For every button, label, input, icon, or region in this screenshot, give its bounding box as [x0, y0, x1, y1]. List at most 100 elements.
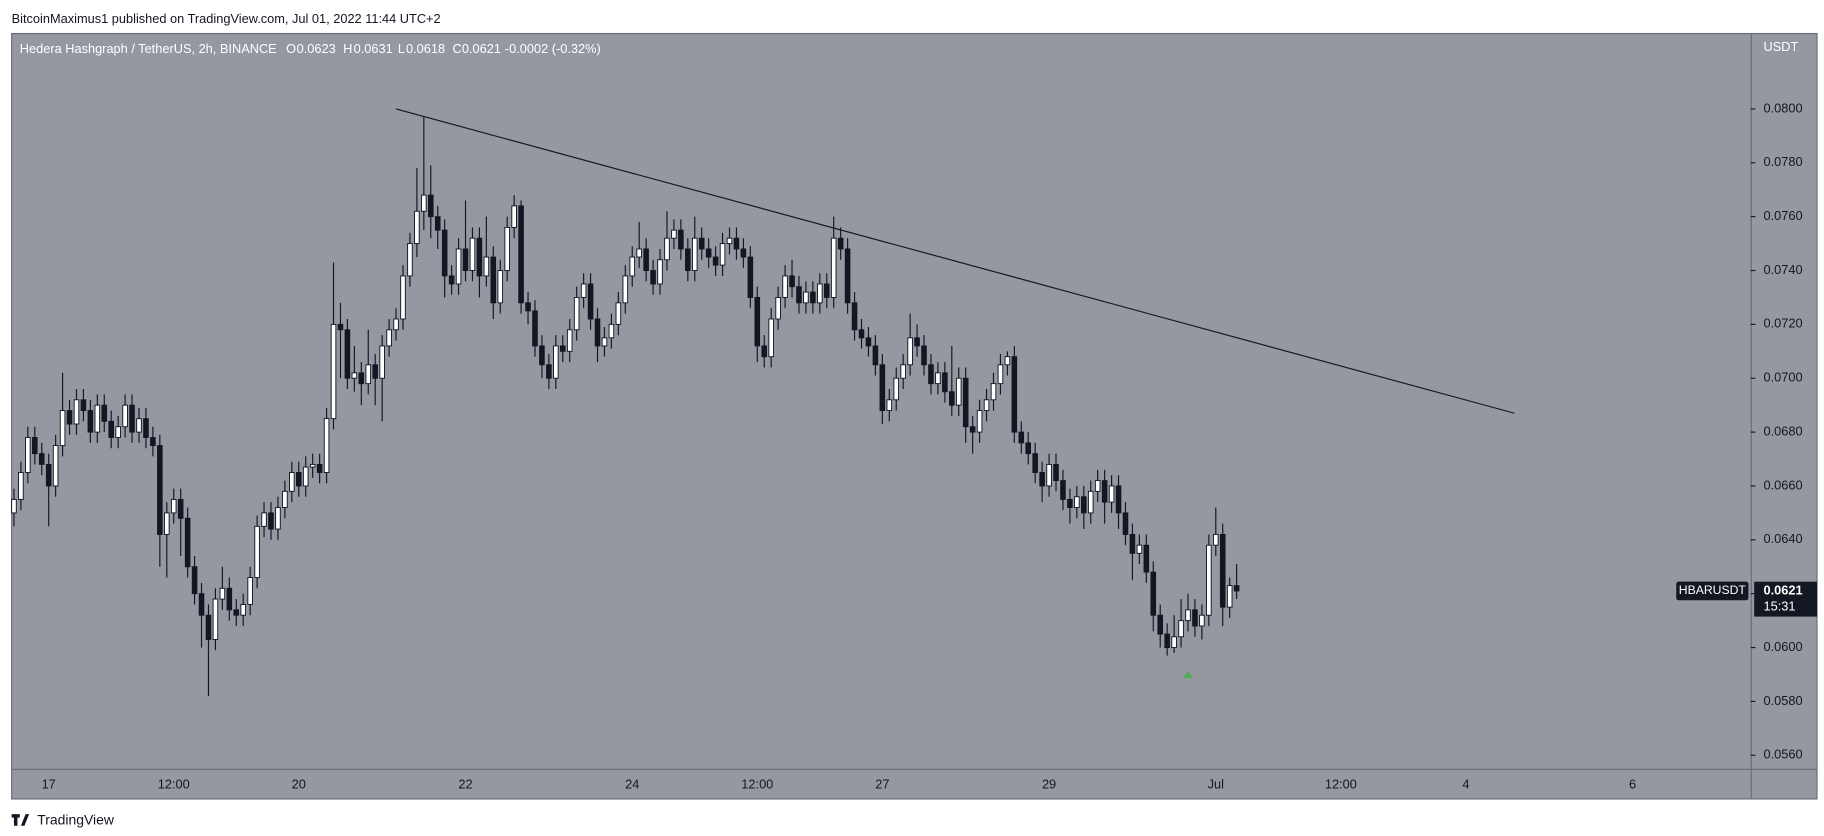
candle-body [455, 248, 462, 285]
candle-body [830, 237, 837, 298]
candle-body [73, 399, 80, 425]
candle-body [1185, 609, 1191, 622]
candle-body [143, 418, 149, 438]
candle-body [990, 383, 997, 401]
candle-body [45, 463, 52, 487]
candle-body [775, 296, 781, 320]
candle-body [122, 404, 128, 428]
candle-body [733, 237, 740, 250]
candle-body [38, 453, 45, 465]
candle-body [810, 291, 816, 304]
candle-body [782, 275, 788, 298]
candle-body [650, 270, 656, 285]
candle-body [886, 399, 893, 412]
candle-body [525, 302, 531, 312]
price-box [1754, 581, 1818, 617]
candle-body [636, 248, 642, 258]
candle-body [289, 472, 295, 492]
countdown-label: 15:31 [1764, 599, 1796, 614]
candle-body [226, 587, 233, 611]
candle-body [685, 248, 691, 271]
candle-body [573, 296, 580, 331]
candle-body [712, 256, 719, 266]
candle-body [1046, 463, 1052, 487]
candle-body [66, 410, 73, 425]
candle-body [407, 243, 413, 277]
candle-body [1199, 614, 1205, 627]
y-tick-label: 0.0660 [1764, 477, 1803, 492]
x-tick-label: 12:00 [741, 776, 773, 791]
candle-body [136, 418, 142, 433]
candle-body [1129, 533, 1136, 554]
candle-body [594, 318, 601, 347]
candle-body [1157, 614, 1164, 635]
header-text: BitcoinMaximus1 published on TradingView… [12, 11, 441, 26]
candle-body [1122, 512, 1129, 535]
candle-body [949, 391, 955, 406]
y-tick-label: 0.0700 [1764, 370, 1803, 385]
candle-body [955, 377, 962, 406]
candle-body [421, 194, 427, 212]
candle-body [157, 445, 163, 535]
candle-body [796, 286, 802, 304]
candle-body [754, 296, 761, 347]
x-tick-label: Jul [1208, 776, 1224, 791]
candle-body [1219, 533, 1226, 608]
y-tick-label: 0.0780 [1764, 154, 1803, 169]
candle-body [539, 345, 545, 366]
x-tick-label: 4 [1462, 776, 1469, 791]
candle-body [803, 291, 809, 304]
legend-value: 0.0631 [354, 41, 393, 56]
x-tick-label: 12:00 [1325, 776, 1357, 791]
candle-body [879, 364, 886, 412]
candle-body [976, 410, 983, 433]
candle-body [823, 283, 830, 298]
x-tick-label: 27 [875, 776, 889, 791]
candle-body [1164, 633, 1170, 649]
candle-body [553, 345, 559, 379]
y-tick-label: 0.0760 [1764, 208, 1803, 223]
candle-body [1233, 585, 1240, 592]
candle-body [872, 345, 879, 366]
candle-body [309, 463, 316, 468]
x-tick-label: 22 [458, 776, 472, 791]
x-tick-label: 12:00 [158, 776, 190, 791]
candle-body [962, 377, 969, 428]
candle-body [372, 364, 378, 379]
candle-body [615, 302, 622, 325]
candle-body [837, 237, 844, 250]
y-tick-label: 0.0680 [1764, 423, 1803, 438]
candle-body [1039, 472, 1045, 487]
candle-body [587, 283, 594, 320]
candle-body [566, 329, 573, 352]
candle-body [851, 302, 858, 331]
x-tick-label: 6 [1629, 776, 1636, 791]
candle-body [164, 512, 170, 535]
candle-body [115, 426, 121, 438]
candle-body [59, 410, 66, 447]
y-tick-label: 0.0580 [1764, 693, 1803, 708]
candle-body [177, 498, 184, 519]
candle-body [678, 229, 684, 250]
legend-value: 0.0618 [406, 41, 445, 56]
candle-body [1053, 463, 1059, 482]
candle-body [268, 512, 274, 530]
currency-label: USDT [1764, 39, 1799, 54]
candle-body [761, 345, 768, 358]
candle-body [198, 593, 205, 616]
candle-body [601, 337, 608, 347]
candle-body [427, 194, 434, 218]
candle-body [691, 237, 698, 271]
candle-body [671, 229, 677, 239]
candle-body [476, 237, 483, 277]
candle-body [302, 466, 309, 487]
candle-body [518, 205, 524, 304]
last-price-label: 0.0621 [1764, 582, 1803, 597]
candle-body [969, 426, 976, 433]
candle-body [344, 329, 351, 379]
candle-body [261, 512, 267, 527]
candle-body [295, 472, 302, 487]
candle-body [434, 216, 441, 231]
candle-body [504, 226, 510, 271]
